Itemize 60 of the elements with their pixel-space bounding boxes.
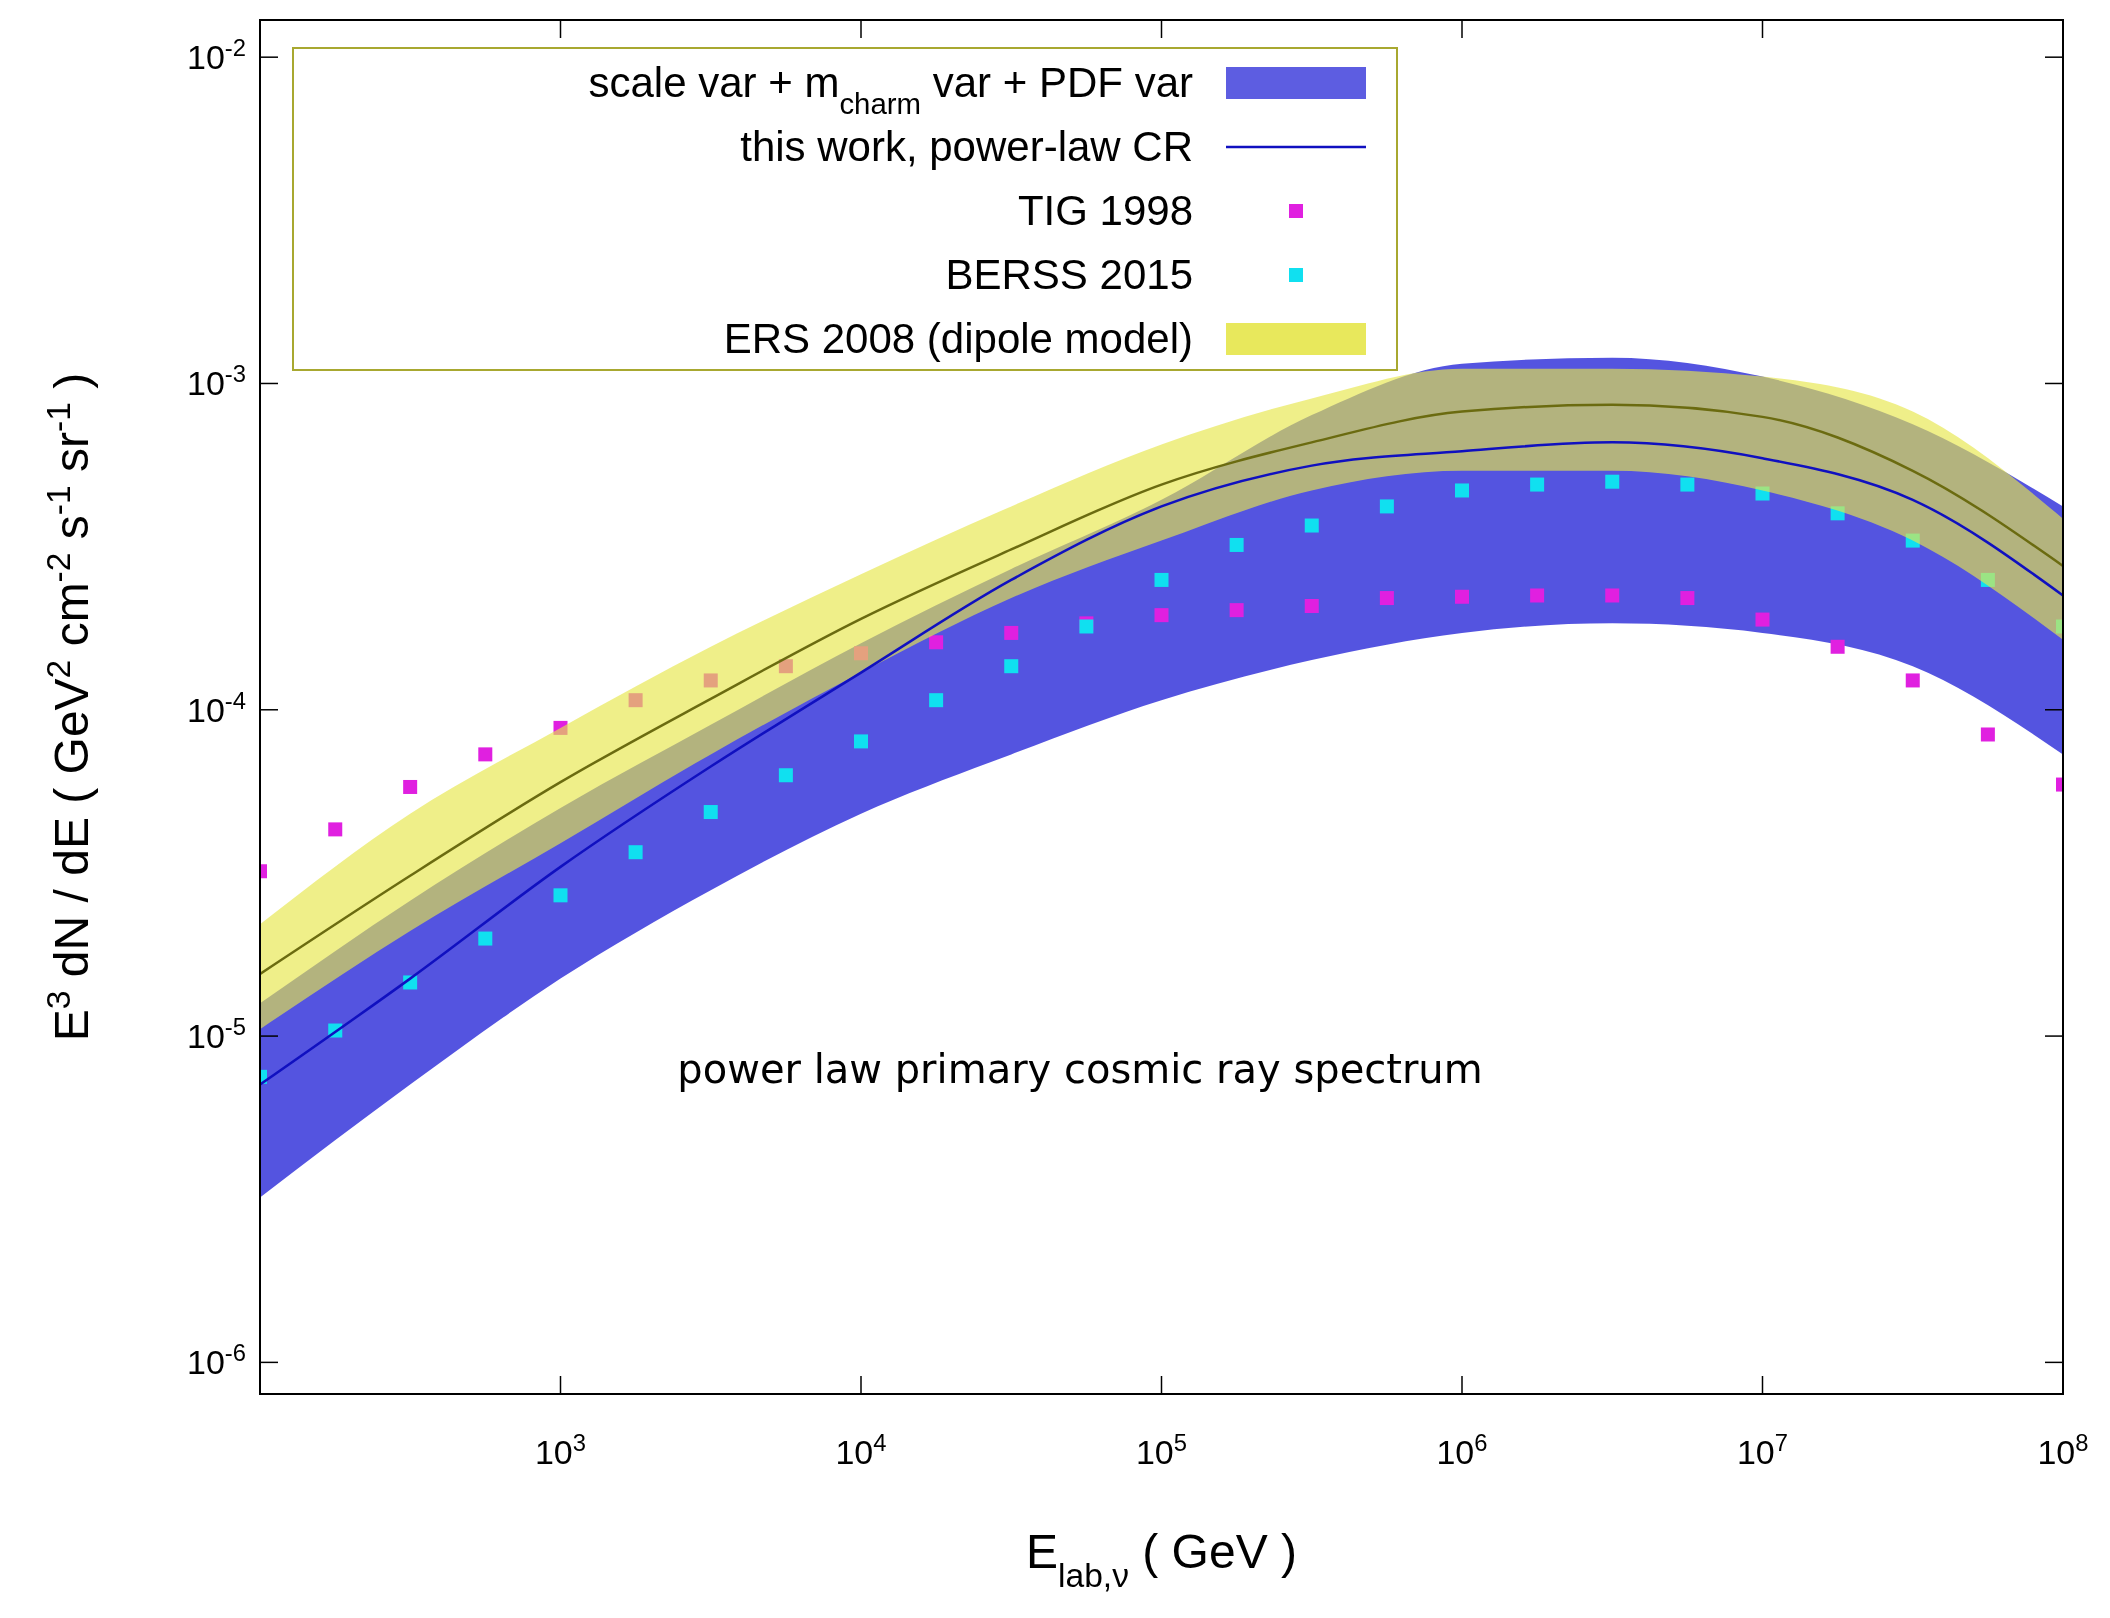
legend-label: TIG 1998 bbox=[1017, 187, 1193, 234]
legend-label: ERS 2008 (dipole model) bbox=[723, 315, 1193, 362]
x-axis-title: E$_{lab,ν}$ ( GeV ) bbox=[1026, 1525, 1297, 1594]
x-tick-label: 10$^{6}$ bbox=[1436, 1428, 1488, 1471]
point bbox=[1680, 477, 1695, 492]
point bbox=[778, 659, 793, 674]
point bbox=[553, 720, 568, 735]
point bbox=[1830, 639, 1845, 654]
point bbox=[628, 845, 643, 860]
point bbox=[854, 646, 868, 661]
point bbox=[1980, 727, 1995, 742]
annotation: power law primary cosmic ray spectrum bbox=[677, 1046, 1483, 1092]
point bbox=[778, 768, 793, 783]
point bbox=[1605, 474, 1620, 489]
point bbox=[478, 747, 493, 762]
x-tick-label: 10$^{3}$ bbox=[534, 1428, 587, 1471]
point bbox=[1530, 477, 1545, 492]
point bbox=[1455, 483, 1469, 498]
x-tick-label: 10$^{7}$ bbox=[1736, 1428, 1789, 1471]
point bbox=[403, 779, 418, 794]
point bbox=[1755, 486, 1770, 501]
point bbox=[1455, 589, 1469, 604]
point bbox=[929, 693, 944, 708]
point bbox=[929, 635, 944, 650]
point bbox=[1680, 591, 1695, 606]
point bbox=[1229, 603, 1244, 618]
y-tick-label: 10$^{-6}$ bbox=[187, 1338, 246, 1382]
point bbox=[1154, 608, 1169, 623]
point bbox=[1379, 591, 1394, 606]
point bbox=[1004, 659, 1019, 674]
y-tick-label: 10$^{-4}$ bbox=[187, 686, 246, 729]
point bbox=[854, 734, 868, 749]
point bbox=[1830, 506, 1845, 521]
x-tick-label: 10$^{4}$ bbox=[835, 1428, 887, 1471]
point bbox=[703, 673, 718, 688]
point bbox=[1755, 612, 1770, 627]
point bbox=[1605, 588, 1620, 603]
x-tick-label: 10$^{5}$ bbox=[1135, 1428, 1188, 1471]
legend-label: this work, power-law CR bbox=[740, 123, 1193, 170]
legend-label: BERSS 2015 bbox=[945, 251, 1193, 298]
point bbox=[628, 693, 643, 708]
point bbox=[1304, 518, 1319, 533]
point bbox=[1905, 533, 1920, 548]
y-tick-label: 10$^{-3}$ bbox=[187, 359, 246, 403]
point bbox=[1004, 625, 1019, 640]
point bbox=[1980, 572, 1995, 587]
point bbox=[553, 888, 568, 903]
point bbox=[1229, 537, 1244, 552]
point bbox=[1154, 572, 1169, 587]
point bbox=[703, 805, 718, 820]
point bbox=[1304, 599, 1319, 613]
point bbox=[1530, 588, 1545, 603]
point bbox=[1379, 499, 1394, 514]
y-tick-label: 10$^{-5}$ bbox=[187, 1012, 246, 1056]
y-tick-label: 10$^{-2}$ bbox=[187, 33, 246, 77]
legend-label: scale var + m$_{charm}$ var + PDF var bbox=[588, 59, 1193, 120]
point bbox=[1905, 673, 1920, 688]
x-tick-label: 10$^{8}$ bbox=[2037, 1428, 2089, 1471]
point bbox=[328, 822, 343, 837]
point bbox=[478, 931, 493, 946]
